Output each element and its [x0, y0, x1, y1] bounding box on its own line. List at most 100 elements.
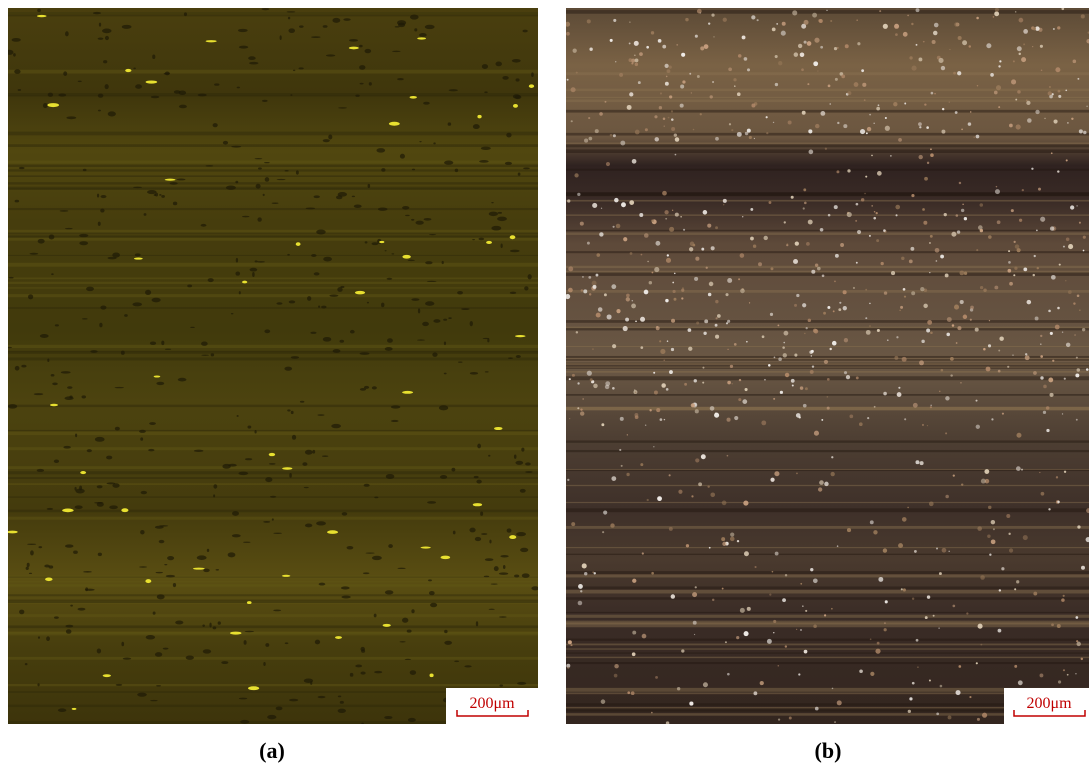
pore — [310, 681, 312, 685]
pore — [150, 341, 156, 345]
grain — [660, 349, 665, 354]
grain — [929, 272, 930, 273]
grain — [934, 93, 936, 95]
grain — [958, 665, 961, 668]
pore — [264, 162, 270, 163]
grain — [962, 204, 963, 205]
grain — [674, 133, 677, 136]
grain — [744, 631, 749, 636]
grain — [1063, 669, 1065, 671]
pore — [391, 420, 399, 422]
grain — [666, 258, 671, 263]
pore — [65, 31, 69, 36]
grain — [567, 79, 569, 81]
lamina — [566, 100, 1089, 103]
grain — [935, 248, 940, 253]
grain — [632, 631, 636, 635]
grain — [920, 287, 924, 291]
fragment — [37, 15, 47, 17]
pore — [350, 673, 354, 677]
pore — [75, 434, 77, 438]
grain — [662, 45, 666, 49]
pore — [276, 706, 283, 710]
grain — [665, 299, 668, 302]
grain — [1046, 429, 1049, 432]
fragment — [296, 242, 301, 246]
pore — [352, 196, 355, 198]
lamina — [566, 644, 1089, 646]
grain — [991, 539, 996, 544]
grain — [870, 520, 874, 524]
grain — [773, 632, 774, 633]
grain — [740, 289, 745, 294]
band — [8, 432, 538, 436]
grain — [929, 679, 931, 681]
grain — [567, 667, 569, 669]
grain — [911, 291, 915, 295]
grain — [862, 83, 866, 87]
grain — [930, 405, 931, 406]
grain — [634, 413, 638, 417]
grain — [702, 367, 704, 369]
pore — [244, 640, 247, 645]
pore — [203, 649, 211, 653]
pore — [485, 371, 489, 372]
grain — [1008, 261, 1011, 264]
grain — [994, 286, 998, 290]
grain — [669, 474, 671, 476]
pore — [510, 250, 520, 253]
grain — [1032, 46, 1033, 47]
grain — [707, 485, 709, 487]
grain — [764, 236, 768, 240]
grain — [655, 241, 660, 246]
grain — [749, 302, 750, 303]
grain — [927, 425, 928, 426]
pore — [146, 635, 155, 639]
lamina — [566, 662, 1089, 664]
pore — [264, 329, 270, 333]
pore — [85, 589, 95, 591]
grain — [629, 22, 630, 23]
pore — [385, 347, 393, 351]
pore — [484, 576, 489, 578]
lamina — [566, 251, 1089, 253]
lamina — [566, 587, 1089, 590]
pore — [147, 190, 156, 194]
pore — [90, 350, 97, 353]
grain — [796, 472, 798, 474]
lamina — [566, 440, 1089, 442]
grain — [1013, 60, 1015, 62]
grain — [916, 8, 920, 12]
grain — [614, 674, 618, 678]
pore — [494, 566, 499, 571]
pore — [475, 537, 481, 541]
grain — [1070, 205, 1074, 209]
pore — [520, 548, 528, 552]
grain — [1026, 101, 1030, 105]
grain — [703, 332, 706, 335]
grain — [839, 302, 841, 304]
pore — [66, 116, 76, 119]
grain — [1061, 598, 1065, 602]
grain — [738, 54, 742, 58]
pore — [46, 636, 50, 641]
grain — [830, 20, 832, 22]
pore — [194, 450, 204, 452]
pore — [221, 661, 228, 664]
pore — [257, 217, 261, 221]
lamina — [566, 346, 1089, 347]
pore — [63, 71, 67, 76]
grain — [981, 479, 986, 484]
grain — [596, 313, 601, 318]
grain — [784, 331, 789, 336]
pore — [240, 720, 249, 724]
grain — [614, 198, 619, 203]
grain — [810, 568, 813, 571]
grain — [619, 449, 621, 451]
grain — [566, 32, 570, 36]
fragment — [125, 69, 131, 72]
grain — [865, 289, 867, 291]
pore — [384, 716, 392, 719]
grain — [991, 418, 993, 420]
grain — [692, 592, 697, 597]
